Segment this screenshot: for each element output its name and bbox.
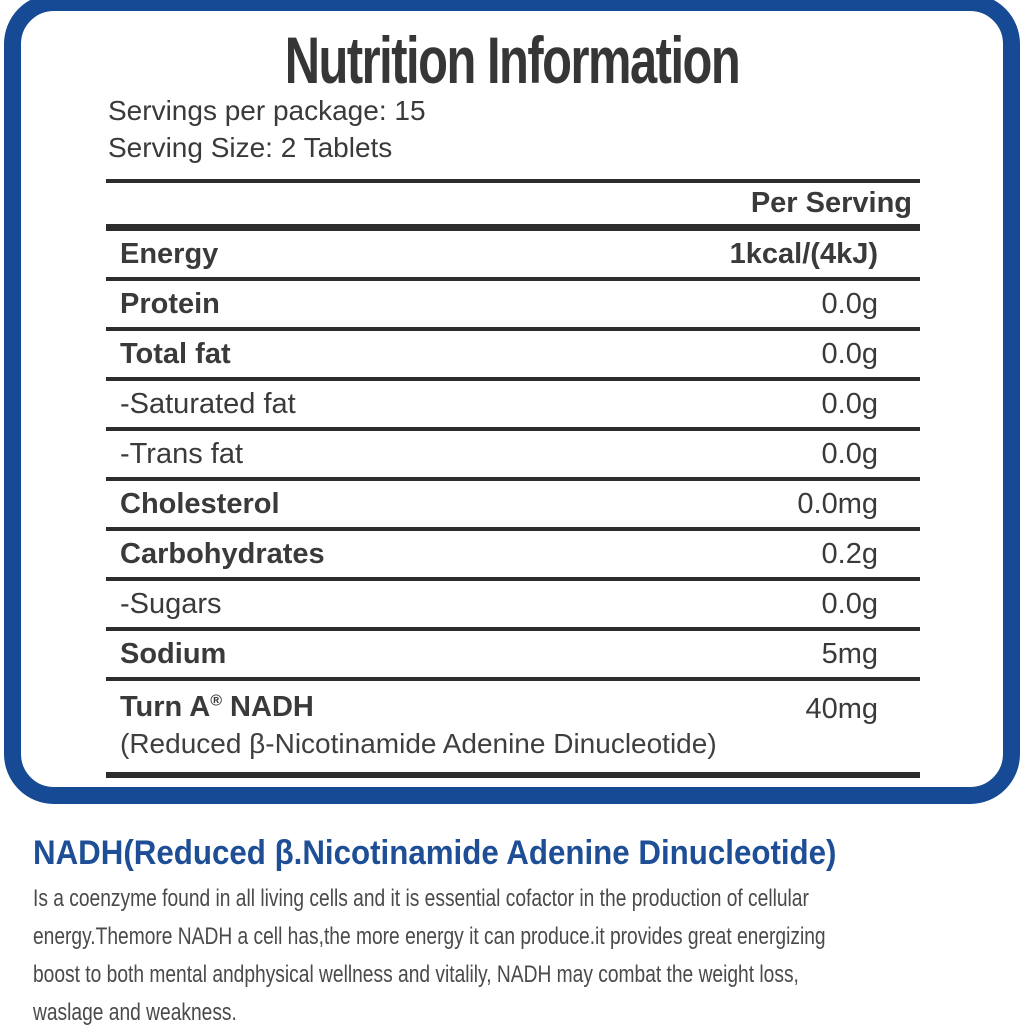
row-value: 0.0g: [821, 337, 878, 370]
per-serving-header: Per Serving: [750, 187, 912, 219]
row-label: Cholesterol: [120, 487, 280, 520]
nutrition-label-title: Nutrition Information: [284, 23, 741, 97]
row-label: -Saturated fat: [120, 387, 296, 420]
row-label: -Trans fat: [120, 437, 244, 470]
row-value: 0.0mg: [797, 487, 878, 520]
row-label: Sodium: [120, 637, 227, 670]
nutrition-table: Per Serving Energy 1kcal/(4kJ) Protein 0…: [106, 179, 920, 778]
table-row-sugars: -Sugars 0.0g: [106, 581, 920, 631]
nutrition-label-panel: [4, 0, 1020, 804]
row-label: Turn A® NADH: [120, 691, 314, 723]
row-value: 40mg: [805, 693, 878, 725]
table-header: Per Serving: [106, 183, 920, 231]
servings-per-package: Servings per package: 15: [108, 95, 426, 126]
row-sublabel: (Reduced β-Nicotinamide Adenine Dinucleo…: [120, 728, 717, 759]
table-row-energy: Energy 1kcal/(4kJ): [106, 231, 920, 281]
servings-info: Servings per package: 15 Serving Size: 2…: [108, 92, 426, 166]
row-label: Energy: [120, 237, 219, 270]
table-row-cholesterol: Cholesterol 0.0mg: [106, 481, 920, 531]
row-value: 1kcal/(4kJ): [729, 237, 878, 270]
row-label: -Sugars: [120, 587, 222, 620]
registered-trademark-symbol: ®: [210, 692, 222, 710]
row-label-group: Turn A® NADH (Reduced β-Nicotinamide Ade…: [106, 691, 717, 760]
row-value: 0.0g: [821, 437, 878, 470]
table-row-total-fat: Total fat 0.0g: [106, 331, 920, 381]
row-value: 0.0g: [821, 587, 878, 620]
row-value: 0.2g: [821, 537, 878, 570]
table-row-protein: Protein 0.0g: [106, 281, 920, 331]
table-row-sodium: Sodium 5mg: [106, 631, 920, 681]
table-row-trans-fat: -Trans fat 0.0g: [106, 431, 920, 481]
row-value: 0.0g: [821, 387, 878, 420]
table-row-nadh: Turn A® NADH (Reduced β-Nicotinamide Ade…: [106, 681, 920, 778]
nadh-description-body: Is a coenzyme found in all living cells …: [33, 885, 826, 1026]
row-value: 5mg: [821, 637, 878, 670]
row-label: Total fat: [120, 337, 231, 370]
nadh-description-heading: NADH(Reduced β.Nicotinamide Adenine Dinu…: [33, 834, 837, 872]
table-row-saturated-fat: -Saturated fat 0.0g: [106, 381, 920, 431]
row-value: 0.0g: [821, 287, 878, 320]
table-row-carbohydrates: Carbohydrates 0.2g: [106, 531, 920, 581]
row-label: Carbohydrates: [120, 537, 325, 570]
serving-size: Serving Size: 2 Tablets: [108, 132, 393, 163]
row-label: Protein: [120, 287, 220, 320]
